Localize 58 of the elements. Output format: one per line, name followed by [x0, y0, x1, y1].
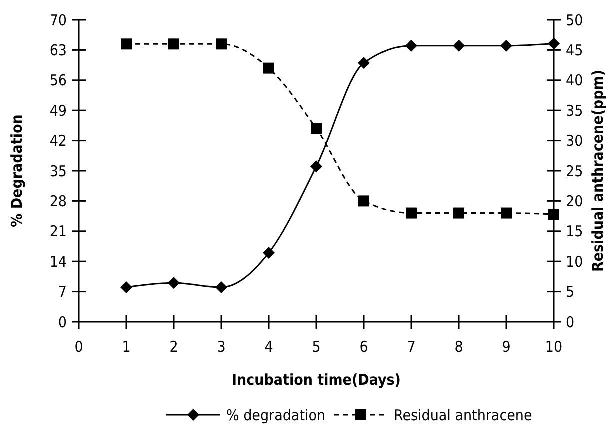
- y2-tick-label: 5: [566, 283, 575, 302]
- y-tick-label: 14: [50, 252, 67, 271]
- x-tick-label: 0: [74, 338, 84, 356]
- x-tick-label: 8: [454, 338, 464, 356]
- y2-tick-label: 40: [566, 72, 584, 90]
- x-tick-label: 2: [170, 338, 178, 356]
- y2-tick-label: 15: [566, 222, 584, 241]
- point: [453, 40, 465, 52]
- point: [406, 208, 417, 219]
- x-tick-label: 7: [407, 338, 416, 356]
- y-tick-label: 28: [50, 192, 67, 210]
- x-tick-label: 10: [545, 338, 563, 356]
- y-tick-label: 49: [50, 102, 67, 120]
- y2-tick-label: 35: [566, 102, 584, 120]
- y-tick-label: 7: [58, 283, 67, 302]
- point: [121, 38, 132, 50]
- y-tick-label: 0: [58, 313, 67, 332]
- point: [310, 160, 322, 173]
- y2-tick-label: 25: [566, 162, 584, 180]
- point: [168, 38, 180, 50]
- x-tick-label: 1: [122, 338, 131, 356]
- x-tick-label: 9: [502, 338, 511, 356]
- point: [216, 281, 228, 294]
- y2-tick-label: 30: [566, 132, 584, 150]
- point: [358, 57, 370, 70]
- y-tick-label: 42: [50, 132, 67, 150]
- x-tick-label: 3: [217, 338, 226, 356]
- x-tick-label: 6: [360, 338, 368, 356]
- legend-label: % degradation: [226, 406, 326, 424]
- point: [454, 208, 464, 219]
- point: [264, 62, 274, 74]
- point: [548, 38, 560, 50]
- y-axis-title: % Degradation: [8, 114, 26, 228]
- point: [216, 38, 227, 50]
- point: [358, 196, 370, 207]
- point: [168, 277, 180, 290]
- y-tick-label: 21: [50, 222, 67, 241]
- y2-axis-title: Residual anthracene(ppm): [589, 70, 607, 272]
- x-axis-title: Incubation time(Days): [232, 371, 401, 389]
- x-tick-label: 4: [264, 338, 274, 356]
- point: [311, 123, 322, 134]
- y-tick-label: 63: [50, 41, 67, 60]
- point: [406, 40, 418, 52]
- point: [500, 40, 512, 52]
- y2-tick-label: 10: [566, 252, 584, 271]
- y2-tick-label: 0: [566, 313, 575, 332]
- point: [501, 208, 512, 219]
- point: [120, 281, 132, 294]
- y-tick-label: 35: [50, 162, 67, 180]
- y-tick-label: 70: [50, 11, 67, 30]
- y2-tick-label: 45: [566, 41, 584, 60]
- point: [548, 208, 560, 220]
- y-tick-label: 56: [50, 72, 67, 90]
- legend-label: Residual anthracene: [394, 406, 532, 424]
- y2-tick-label: 50: [566, 11, 584, 30]
- x-tick-label: 5: [312, 338, 321, 356]
- point: [263, 246, 275, 259]
- y2-tick-label: 20: [566, 192, 584, 210]
